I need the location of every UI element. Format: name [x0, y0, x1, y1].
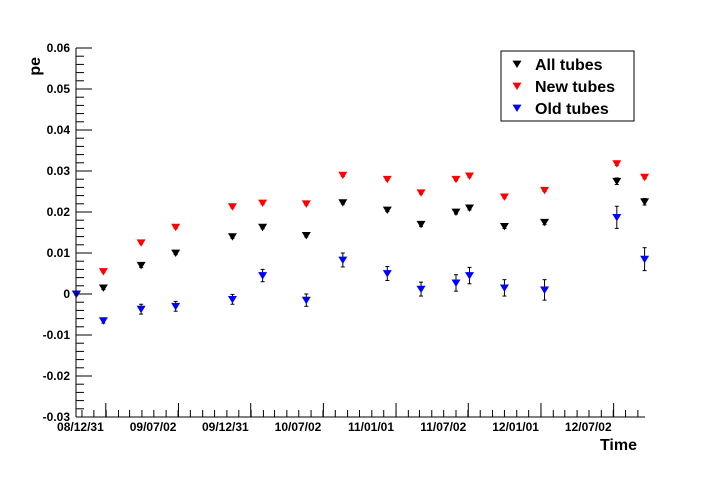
data-point	[612, 177, 622, 186]
x-tick-label: 11/07/02	[420, 420, 466, 434]
data-point	[98, 284, 108, 292]
data-point	[136, 239, 146, 247]
data-point	[612, 160, 622, 168]
y-tick-label: 0.05	[47, 82, 71, 96]
series-old	[71, 205, 650, 325]
legend-box	[500, 50, 635, 122]
data-point	[451, 175, 461, 184]
data-point	[301, 200, 311, 208]
data-point	[338, 171, 348, 180]
data-point	[612, 213, 622, 222]
legend-label-old: Old tubes	[535, 101, 609, 118]
data-point	[227, 295, 237, 304]
series-all	[71, 177, 650, 299]
legend-label-all: All tubes	[535, 57, 603, 74]
y-axis-title: pe	[27, 57, 44, 76]
data-point	[171, 223, 181, 232]
y-tick-label: 0.01	[47, 246, 71, 260]
data-point	[464, 204, 474, 212]
y-tick-label: -0.02	[43, 369, 71, 383]
y-tick-label: 0.04	[47, 123, 71, 137]
data-point	[258, 223, 268, 232]
y-tick-label: 0.06	[47, 41, 71, 55]
data-point	[499, 284, 509, 292]
x-tick-label: 09/12/31	[202, 420, 249, 434]
data-point	[451, 279, 461, 287]
data-point	[301, 231, 311, 240]
data-point	[227, 233, 237, 241]
data-point	[540, 186, 550, 195]
data-point	[171, 249, 181, 258]
data-point	[499, 222, 509, 231]
data-point	[416, 285, 426, 294]
data-point	[540, 218, 550, 227]
data-point	[382, 270, 392, 278]
data-point	[416, 220, 426, 229]
x-tick-label: 12/07/02	[565, 420, 612, 434]
data-point	[338, 199, 348, 207]
axes: -0.03 -0.02 -0.01 0 0.01 0.02 0.03 0.04 0.05 0.06…	[43, 41, 645, 434]
data-point	[227, 203, 237, 211]
x-tick-label: 08/12/31	[57, 420, 104, 434]
y-tick-label: -0.03	[43, 410, 71, 424]
data-point	[98, 317, 108, 325]
data-point	[382, 175, 392, 184]
data-point	[338, 256, 348, 265]
data-point	[464, 272, 474, 280]
x-tick-label: 09/07/02	[130, 420, 177, 434]
legend-marker-new	[512, 82, 522, 91]
legend-label-new: New tubes	[535, 79, 615, 96]
data-point	[98, 268, 108, 276]
legend: All tubes New tubes Old tubes	[500, 50, 635, 122]
legend-marker-all	[512, 60, 522, 69]
legend-marker-old	[512, 104, 522, 113]
y-tick-label: 0.02	[47, 205, 71, 219]
data-point	[258, 272, 268, 280]
x-axis-title: Time	[600, 437, 637, 454]
data-point	[640, 198, 650, 206]
plot-area	[71, 160, 650, 325]
y-tick-label: -0.01	[43, 328, 71, 342]
data-point	[640, 255, 650, 264]
data-point	[136, 305, 146, 314]
data-point	[382, 206, 392, 214]
data-point	[416, 189, 426, 197]
data-point	[499, 193, 509, 201]
data-point	[301, 296, 311, 305]
data-point	[451, 208, 461, 217]
series-new	[98, 160, 650, 276]
data-point	[640, 173, 650, 182]
x-tick-label: 11/01/01	[348, 420, 394, 434]
data-point	[136, 261, 146, 270]
x-tick-label: 12/01/01	[492, 420, 539, 434]
data-point	[464, 172, 474, 180]
data-point	[540, 286, 550, 294]
x-tick-label: 10/07/02	[275, 420, 322, 434]
data-point	[171, 302, 181, 311]
y-tick-label: 0	[63, 287, 70, 301]
y-tick-label: 0.03	[47, 164, 71, 178]
data-point	[258, 199, 268, 208]
